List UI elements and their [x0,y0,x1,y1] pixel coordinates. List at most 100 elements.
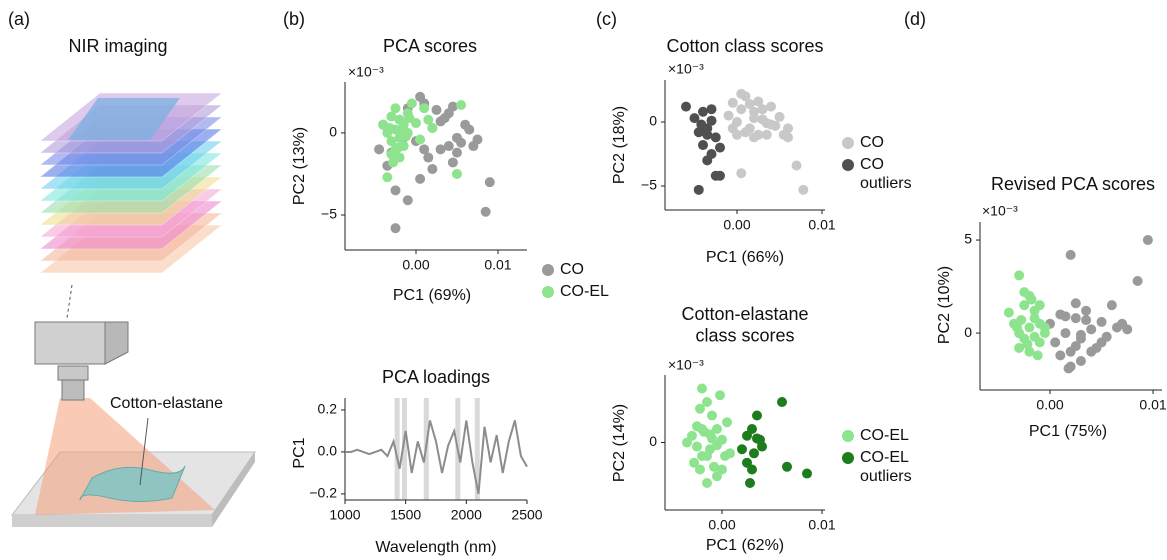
scatter-point [390,223,401,234]
y-tick-label: 0 [649,433,657,449]
scatter-point [702,129,713,140]
scatter-point [1132,275,1143,286]
scatter-point [753,96,764,107]
scatter-point [1029,331,1040,342]
panel-label: (a) [8,9,30,29]
y-axis-label: PC2 (18%) [611,106,628,184]
scatter-point [1050,337,1061,348]
scatter-point [1086,324,1097,335]
scatter-point [401,131,412,142]
scatter-point [1070,313,1081,324]
sample [79,465,186,502]
x-tick-label: 0.00 [723,217,750,233]
fabric-cube-top [68,98,180,140]
scatter-point [727,97,738,108]
y-tick-label: −0.2 [309,485,337,501]
scatter-point [1026,294,1037,305]
stage-side [212,452,255,527]
scatter-point [1096,316,1107,327]
stage-edge [12,515,212,527]
scatter-point [689,113,700,124]
x-tick-label: 1000 [329,507,360,523]
scatter-point [715,170,726,181]
scatter-point [715,390,725,401]
scatter-point [1096,337,1107,348]
scatter-point [696,119,707,130]
scatter-point [374,144,385,155]
legend-label: CO [860,134,884,151]
scatter-point [1039,328,1050,339]
scatter-point [1065,249,1076,260]
scatter-point [709,461,719,472]
scatter-point [752,410,762,421]
scatter-point [1086,346,1097,357]
y-tick-label: 0.2 [318,401,338,417]
scatter-point [702,478,712,488]
x-tick-label: 0.01 [484,257,511,273]
x-axis-label: PC1 (69%) [393,287,471,304]
scatter-point [736,88,747,99]
legend-label: CO-EL outliers [860,449,912,485]
scatter-point [706,115,717,126]
scatter-point [777,397,787,407]
legend-swatch [842,159,854,171]
scatter-point [706,148,717,159]
scatter-point [712,424,722,434]
scatter-point [774,111,785,122]
scatter-point [1003,307,1014,318]
legend-label: CO-EL [560,283,609,300]
scatter-point [1014,342,1025,353]
x-tick-label: 1500 [390,507,421,523]
chart-title: PCA scores [383,36,477,56]
y-tick-label: 5 [964,231,972,247]
x-axis-label: PC1 (75%) [1029,423,1107,440]
scatter-point [427,122,438,133]
scatter-point [744,99,755,110]
scatter-point [749,113,760,124]
chart-title: Cotton class scores [666,36,823,56]
x-tick-label: 0.01 [808,517,835,533]
scatter-point [443,141,454,152]
scatter-point [388,157,399,168]
scatter-point [415,91,426,102]
scatter-point [390,103,401,114]
chart-title: Cotton-elastane class scores [681,304,808,346]
y-tick-label: 0 [329,124,337,140]
y-axis-label: PC2 (10%) [936,266,953,344]
scatter-point [1022,339,1033,350]
illustration: NIR imaging Cotton-elastane [10,36,256,527]
scatter-point [747,464,757,475]
y-tick-label: −5 [641,177,657,193]
x-tick-label: 2500 [511,507,542,523]
lens [57,365,89,381]
scatter-point [697,451,707,461]
x-tick-label: 0.00 [402,257,429,273]
legend-swatch [842,430,854,442]
y-axis-label: PC2 (14%) [611,404,628,482]
scatter-point [1019,287,1030,298]
lens-tip [61,379,85,401]
scatter-point [1075,329,1086,340]
highlight-band [474,398,480,500]
scatter-point [737,444,747,455]
scatter-point [431,104,442,115]
chart-title: PCA loadings [382,367,490,387]
scatter-point [480,206,491,217]
scatter-point [1142,235,1153,246]
scatter-point [695,464,705,475]
panel-label: (d) [904,9,926,29]
scatter-point [419,144,430,155]
scatter-point [1014,270,1025,281]
spectral-layers [39,92,223,274]
scatter-point [791,160,802,171]
scatter-point [1032,350,1043,361]
scatter-point [435,116,446,127]
scatter-point [740,127,751,138]
scatter-point [390,185,401,196]
scatter-point [1012,322,1023,333]
scatter-point [698,106,709,117]
panel-label: (c) [596,9,617,29]
scatter-point [451,147,462,158]
panel-label: (b) [283,9,305,29]
scatter-point [404,113,415,124]
